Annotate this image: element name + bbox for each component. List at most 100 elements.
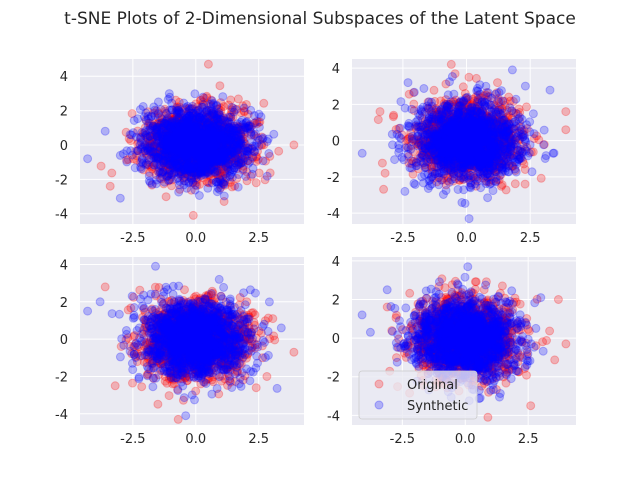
data-point: [140, 146, 150, 156]
data-point: [152, 122, 162, 132]
data-point: [190, 135, 200, 145]
data-point: [183, 125, 193, 135]
data-point: [150, 128, 160, 138]
data-point: [184, 148, 194, 158]
data-point: [165, 123, 175, 132]
data-point: [202, 153, 212, 162]
data-point: [213, 170, 223, 180]
data-point: [138, 142, 148, 152]
data-point: [198, 118, 208, 128]
data-point: [200, 142, 210, 152]
data-point: [223, 140, 233, 150]
data-point: [183, 150, 193, 160]
data-point: [138, 129, 148, 138]
data-point: [227, 154, 237, 164]
data-point: [186, 164, 196, 174]
data-point: [147, 139, 157, 149]
data-point: [176, 118, 186, 128]
data-point: [216, 98, 226, 108]
data-point: [248, 163, 258, 173]
data-point: [195, 125, 205, 135]
data-point: [183, 109, 192, 119]
data-point: [187, 160, 197, 170]
data-point: [186, 150, 196, 160]
data-point: [199, 144, 209, 154]
data-point: [429, 85, 439, 95]
data-point: [171, 141, 181, 151]
data-point: [447, 72, 457, 81]
data-point: [186, 167, 196, 177]
data-point: [203, 155, 213, 164]
data-point: [176, 122, 186, 131]
data-point: [219, 154, 229, 164]
data-point: [181, 149, 191, 159]
data-point: [189, 145, 199, 155]
data-point: [254, 109, 264, 119]
data-point: [185, 146, 195, 156]
data-point: [184, 162, 194, 172]
data-point: [164, 113, 174, 123]
data-point: [176, 164, 185, 174]
data-point: [206, 124, 216, 134]
data-point: [189, 127, 199, 137]
data-point: [184, 151, 194, 161]
data-point: [172, 112, 182, 122]
data-point: [182, 160, 192, 170]
data-point: [175, 180, 184, 190]
data-point: [170, 114, 180, 124]
data-point: [213, 149, 222, 158]
y-tick-label: 2: [60, 105, 68, 120]
data-point: [167, 156, 177, 166]
data-point: [203, 134, 213, 144]
data-point: [194, 132, 204, 141]
data-point: [197, 123, 207, 133]
data-point: [218, 139, 228, 149]
data-point: [181, 140, 190, 150]
data-point: [174, 151, 184, 161]
data-point: [144, 157, 154, 167]
data-point: [176, 123, 186, 133]
data-point: [227, 136, 236, 145]
data-point: [179, 153, 189, 163]
data-point: [147, 180, 157, 190]
data-point: [182, 155, 192, 165]
data-point: [177, 132, 187, 142]
data-point: [175, 158, 185, 168]
data-point: [165, 165, 175, 175]
data-point: [151, 170, 161, 180]
data-point: [180, 168, 190, 178]
data-point: [186, 155, 196, 165]
data-point: [236, 135, 246, 145]
data-point: [185, 133, 195, 143]
data-point: [226, 112, 236, 122]
data-point: [148, 144, 158, 154]
data-point: [205, 141, 215, 151]
data-point: [164, 128, 174, 138]
data-point: [242, 167, 252, 177]
data-point: [211, 160, 221, 170]
data-point: [195, 136, 205, 146]
data-point: [213, 145, 223, 155]
data-point: [210, 131, 220, 141]
data-point: [233, 94, 243, 104]
data-point: [159, 130, 169, 140]
data-point: [178, 152, 188, 162]
data-point: [215, 159, 225, 169]
data-point: [148, 134, 158, 144]
data-point: [159, 131, 169, 141]
data-point: [230, 141, 239, 151]
data-point: [153, 132, 162, 142]
data-point: [183, 127, 193, 137]
data-point: [231, 146, 241, 156]
data-point: [167, 150, 177, 160]
data-point: [226, 146, 235, 156]
data-point: [157, 141, 167, 151]
data-point: [197, 142, 206, 152]
data-point: [178, 145, 187, 155]
data-point: [241, 171, 251, 181]
data-point: [193, 150, 203, 160]
data-point: [134, 138, 144, 148]
data-point: [226, 125, 236, 135]
data-point: [183, 101, 193, 111]
